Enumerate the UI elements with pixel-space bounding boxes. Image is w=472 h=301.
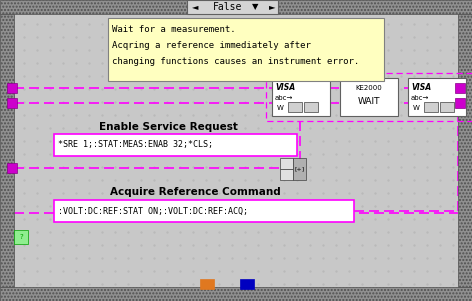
Text: Wait for a measurement.: Wait for a measurement. bbox=[112, 26, 236, 35]
Text: ?: ? bbox=[19, 234, 23, 240]
Bar bbox=[304, 102, 318, 112]
Bar bbox=[240, 279, 254, 289]
Text: ►: ► bbox=[269, 2, 275, 11]
Bar bbox=[408, 78, 466, 116]
Text: WAIT: WAIT bbox=[358, 97, 380, 105]
Text: Acquire Reference Command: Acquire Reference Command bbox=[110, 187, 280, 197]
Text: *SRE 1;:STAT:MEAS:ENAB 32;*CLS;: *SRE 1;:STAT:MEAS:ENAB 32;*CLS; bbox=[58, 141, 213, 150]
Text: ◄: ◄ bbox=[192, 2, 198, 11]
Bar bbox=[455, 83, 465, 93]
Bar bbox=[7, 83, 17, 93]
Text: abc→: abc→ bbox=[275, 95, 294, 101]
Text: Enable Service Request: Enable Service Request bbox=[99, 122, 237, 132]
Text: W: W bbox=[413, 105, 420, 111]
Bar bbox=[266, 73, 472, 121]
Text: W: W bbox=[277, 105, 284, 111]
Text: Acqring a reference immediately after: Acqring a reference immediately after bbox=[112, 42, 311, 51]
Bar bbox=[200, 279, 214, 289]
Bar bbox=[54, 134, 297, 156]
Bar bbox=[0, 0, 472, 14]
Bar bbox=[288, 102, 302, 112]
Bar bbox=[458, 14, 472, 287]
Bar bbox=[280, 169, 293, 180]
Bar bbox=[455, 98, 465, 108]
Bar bbox=[7, 98, 17, 108]
Text: [+]: [+] bbox=[295, 166, 304, 172]
Bar bbox=[440, 102, 454, 112]
Bar bbox=[14, 230, 28, 244]
Bar bbox=[54, 200, 354, 222]
Bar bbox=[0, 14, 14, 287]
Text: VISA: VISA bbox=[275, 82, 295, 92]
Text: KE2000: KE2000 bbox=[355, 85, 382, 91]
Bar bbox=[293, 158, 306, 180]
Text: changing functions causes an instrument error.: changing functions causes an instrument … bbox=[112, 57, 359, 67]
Bar bbox=[187, 0, 278, 14]
Bar bbox=[0, 287, 472, 301]
Text: abc→: abc→ bbox=[411, 95, 430, 101]
Bar bbox=[272, 78, 330, 116]
Bar bbox=[280, 158, 293, 169]
Text: VISA: VISA bbox=[411, 82, 431, 92]
Text: False: False bbox=[213, 2, 243, 12]
Text: ▼: ▼ bbox=[252, 2, 258, 11]
Bar bbox=[108, 18, 384, 81]
Text: :VOLT:DC:REF:STAT ON;:VOLT:DC:REF:ACQ;: :VOLT:DC:REF:STAT ON;:VOLT:DC:REF:ACQ; bbox=[58, 206, 248, 216]
Bar bbox=[424, 102, 438, 112]
Bar bbox=[7, 163, 17, 173]
Bar bbox=[340, 78, 398, 116]
